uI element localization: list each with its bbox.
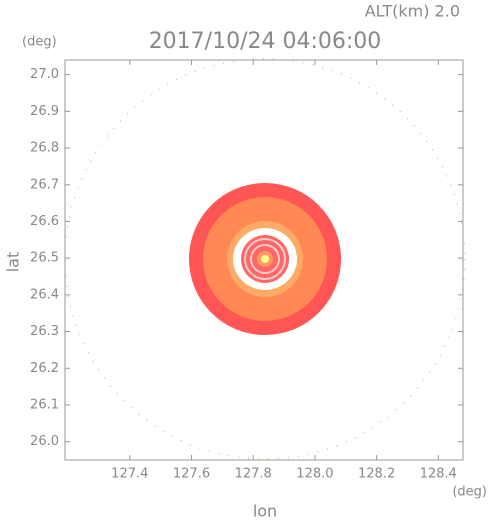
y-tick-label: 26.8 <box>30 141 59 156</box>
x-tick-label: 128.4 <box>420 467 457 482</box>
y-tick-label: 26.4 <box>30 287 59 302</box>
x-tick-label: 128.2 <box>358 467 395 482</box>
radar-echo <box>64 58 466 460</box>
y-axis-label: lat <box>4 252 23 273</box>
y-tick-label: 26.5 <box>30 251 59 266</box>
altitude-label: ALT(km) 2.0 <box>365 2 460 21</box>
y-tick-label: 26.0 <box>30 434 59 449</box>
y-tick-label: 26.7 <box>30 177 59 192</box>
x-tick-label: 127.6 <box>173 467 210 482</box>
plot-frame <box>64 59 464 461</box>
x-unit: (deg) <box>452 485 487 500</box>
x-axis-label: lon <box>253 502 277 521</box>
chart-title: 2017/10/24 04:06:00 <box>149 29 382 54</box>
y-tick-label: 26.3 <box>30 324 59 339</box>
x-tick-label: 127.8 <box>235 467 272 482</box>
y-tick-label: 26.2 <box>30 361 59 376</box>
y-tick-label: 26.1 <box>30 397 59 412</box>
y-tick-label: 26.9 <box>30 104 59 119</box>
y-unit: (deg) <box>22 35 57 50</box>
y-tick-label: 27.0 <box>30 67 59 82</box>
y-tick-label: 26.6 <box>30 214 59 229</box>
x-tick-label: 127.4 <box>111 467 148 482</box>
x-tick-label: 128.0 <box>296 467 333 482</box>
